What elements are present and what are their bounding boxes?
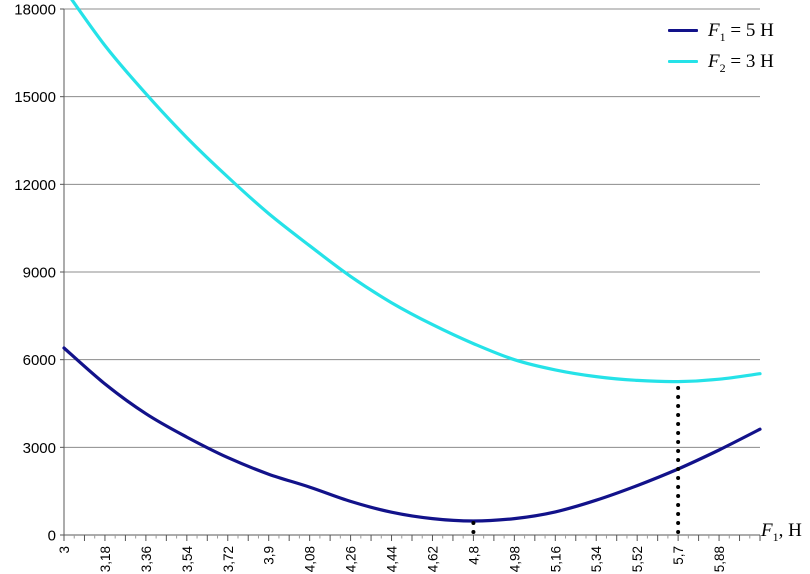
- legend: F1 = 5 Н F2 = 3 Н: [668, 19, 774, 73]
- dotted-vline: [676, 386, 681, 534]
- x-tick-label: 5,34: [589, 546, 604, 573]
- legend-f2-symbol: F: [708, 50, 720, 72]
- y-tick-label: 15000: [14, 89, 56, 106]
- y-tick-label: 6000: [23, 352, 56, 369]
- legend-item-f1: F1 = 5 Н: [668, 19, 774, 42]
- x-tick-label: 5,16: [548, 546, 563, 572]
- legend-swatch-f1: [668, 29, 698, 32]
- x-axis-subscript: 1: [772, 529, 779, 544]
- x-axis-unit: , Н: [778, 520, 802, 541]
- legend-f1-value: = 5 Н: [725, 19, 774, 41]
- dotted-vline: [471, 521, 476, 534]
- y-tick-label: 0: [48, 528, 56, 545]
- y-tick-label: 12000: [14, 177, 56, 194]
- legend-f1-symbol: F: [708, 19, 720, 41]
- series-curve-2: [70, 0, 762, 384]
- x-tick-label: 4,98: [507, 546, 522, 572]
- y-tick-label: 9000: [23, 265, 56, 282]
- x-tick-label: 4,08: [303, 546, 318, 572]
- legend-f1-subscript: 1: [719, 29, 726, 44]
- legend-label-f1: F1 = 5 Н: [708, 19, 774, 44]
- legend-label-f2: F2 = 3 Н: [708, 50, 774, 75]
- x-axis-symbol: F: [761, 520, 773, 541]
- x-tick-label: 4,62: [425, 546, 440, 572]
- x-tick-label: 3,54: [180, 546, 195, 573]
- x-tick-label: 5,88: [712, 546, 727, 572]
- x-tick-label: 3,9: [262, 546, 277, 565]
- legend-f2-subscript: 2: [719, 60, 726, 75]
- legend-item-f2: F2 = 3 Н: [668, 50, 774, 73]
- x-tick-label: 5,52: [630, 546, 645, 572]
- legend-swatch-f2: [668, 60, 698, 63]
- x-tick-label: 3,72: [221, 546, 236, 572]
- x-tick-label: 3: [57, 546, 72, 554]
- y-tick-label: 18000: [14, 2, 56, 19]
- x-tick-label: 4,8: [466, 546, 481, 565]
- x-tick-label: 5,7: [671, 546, 686, 565]
- x-tick-label: 3,18: [98, 546, 113, 572]
- x-tick-label: 4,44: [385, 546, 400, 573]
- x-axis-title: F1, Н: [761, 520, 802, 544]
- legend-f2-value: = 3 Н: [725, 50, 774, 72]
- x-tick-label: 4,26: [344, 546, 359, 572]
- series-curve-1: [62, 346, 762, 523]
- x-tick-label: 3,36: [139, 546, 154, 572]
- y-tick-label: 3000: [23, 440, 56, 457]
